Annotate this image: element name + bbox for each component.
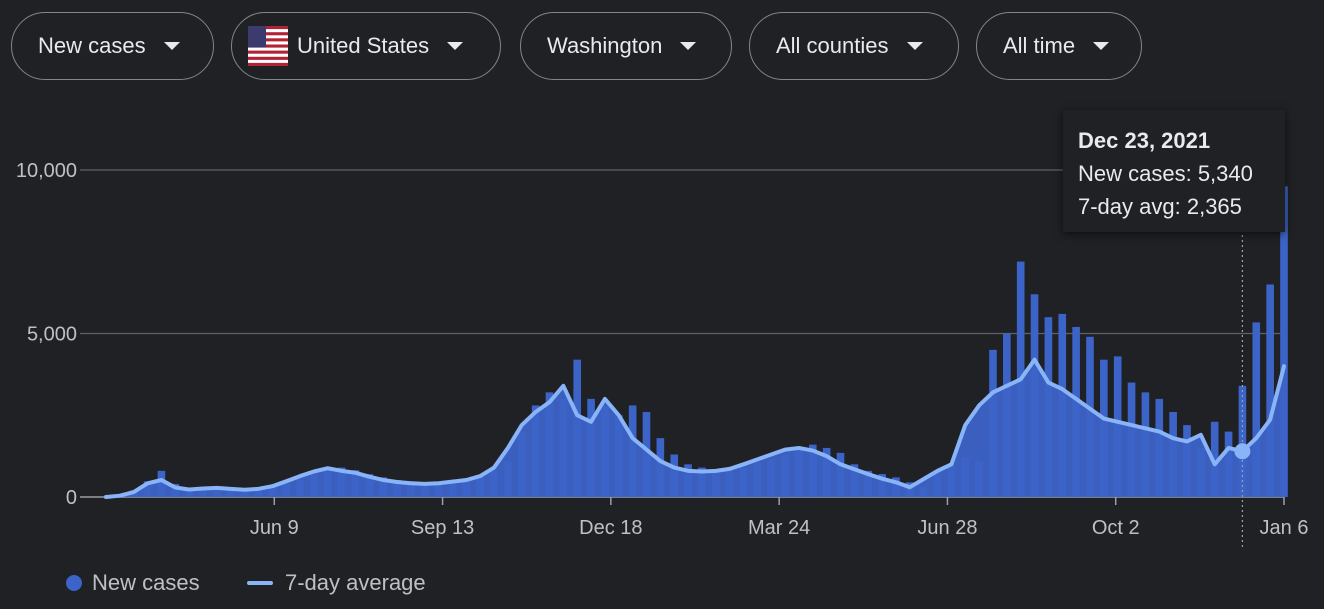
hover-point [1234, 443, 1251, 460]
chevron-down-icon [906, 42, 923, 50]
x-tick-label: Jun 9 [250, 517, 299, 539]
period-dropdown[interactable]: All time [976, 12, 1142, 80]
new-cases-bars [106, 186, 1288, 497]
filter-bar: New cases United States Washington All c… [0, 0, 1324, 90]
tooltip-average: 7-day avg: 2,365 [1078, 194, 1242, 219]
seven-day-average-path [104, 357, 1286, 499]
region-dropdown-label: Washington [547, 33, 663, 58]
counties-dropdown-label: All counties [776, 33, 889, 58]
y-tick-label: 10,000 [16, 160, 77, 182]
region-dropdown[interactable]: Washington [520, 12, 732, 80]
metric-dropdown[interactable]: New cases [11, 12, 214, 80]
x-tick-label: Sep 13 [411, 517, 474, 539]
y-axis: 0 5,000 10,000 [16, 160, 77, 509]
chevron-down-icon [680, 42, 697, 50]
legend-average[interactable]: 7-day average [247, 570, 426, 596]
country-dropdown[interactable]: United States [231, 12, 501, 80]
x-tick-label: Dec 18 [579, 517, 642, 539]
x-tick-label: Oct 2 [1092, 517, 1140, 539]
new-cases-bar [1210, 421, 1219, 497]
new-cases-bar [1280, 186, 1288, 497]
x-axis: Jun 9 Sep 13 Dec 18 Mar 24 Jun 28 Oct 2 Jan 6 [250, 497, 1309, 539]
x-tick-label: Jan 6 [1260, 517, 1309, 539]
x-tick-label: Mar 24 [748, 517, 810, 539]
chevron-down-icon [447, 42, 464, 50]
chevron-down-icon [163, 42, 180, 50]
new-cases-bar [1252, 322, 1261, 497]
legend-new-cases[interactable]: New cases [66, 570, 200, 596]
legend-average-label: 7-day average [285, 570, 426, 595]
chevron-down-icon [1093, 42, 1110, 50]
tooltip-new-cases: New cases: 5,340 [1078, 161, 1253, 186]
legend-dot-icon [66, 575, 82, 591]
seven-day-average-line [104, 357, 1286, 499]
counties-dropdown[interactable]: All counties [749, 12, 959, 80]
period-dropdown-label: All time [1003, 33, 1076, 58]
y-tick-label: 0 [66, 487, 77, 509]
tooltip-date: Dec 23, 2021 [1078, 128, 1211, 153]
us-flag-icon [248, 26, 288, 66]
hover-tooltip: Dec 23, 2021 New cases: 5,340 7-day avg:… [1063, 110, 1285, 232]
legend-line-icon [247, 581, 273, 585]
legend-new-cases-label: New cases [92, 570, 200, 595]
new-cases-bar [1266, 284, 1274, 497]
country-dropdown-label: United States [297, 33, 430, 58]
chart-legend: New cases 7-day average [0, 558, 1324, 608]
x-tick-label: Jun 28 [917, 517, 977, 539]
y-tick-label: 5,000 [27, 324, 77, 346]
new-cases-area [106, 359, 1284, 497]
metric-dropdown-label: New cases [38, 33, 146, 58]
